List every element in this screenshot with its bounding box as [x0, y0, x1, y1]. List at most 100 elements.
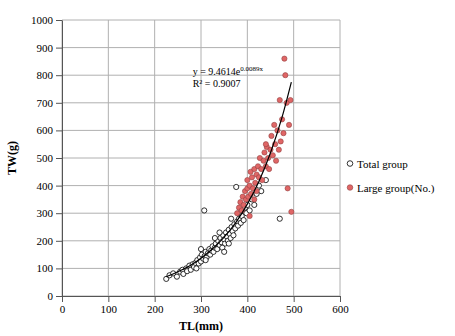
- trend-line: [166, 82, 291, 277]
- y-tick-mark: [56, 213, 62, 214]
- y-grid-line: [62, 20, 340, 21]
- point: [252, 202, 257, 207]
- point: [286, 122, 291, 127]
- chart: 0100200300400500600010020030040050060070…: [0, 0, 455, 336]
- marks: [164, 56, 294, 281]
- annotation: R² = 0.9007: [193, 78, 241, 89]
- y-axis: 01002003004005006007008009001000: [31, 14, 63, 302]
- point: [276, 147, 281, 152]
- annotation-superscript: 0.0089x: [240, 65, 263, 73]
- x-tick: 400: [240, 296, 257, 315]
- point: [212, 235, 217, 240]
- y-tick-label: 100: [37, 262, 54, 274]
- y-tick-label: 600: [37, 124, 54, 136]
- point: [234, 184, 239, 189]
- annotation-text: y = 9.4614e: [193, 66, 241, 77]
- point: [282, 56, 287, 61]
- y-tick-label: 400: [37, 180, 54, 192]
- point: [203, 258, 208, 263]
- point: [261, 158, 266, 163]
- x-tick: 100: [101, 296, 118, 315]
- point: [267, 166, 272, 171]
- point: [229, 216, 234, 221]
- x-axis-title: TL(mm): [179, 319, 223, 333]
- y-grid-line: [62, 102, 340, 103]
- y-tick: 1000: [31, 14, 62, 26]
- y-grid-line: [62, 47, 340, 48]
- y-tick-label: 800: [37, 69, 54, 81]
- x-tick-mark: [155, 296, 156, 302]
- point: [272, 122, 277, 127]
- legend-label: Total group: [357, 158, 408, 170]
- y-tick-label: 1000: [31, 14, 54, 26]
- point: [283, 73, 288, 78]
- point: [273, 158, 278, 163]
- point: [241, 218, 246, 223]
- x-tick-mark: [340, 296, 341, 302]
- y-tick-label: 500: [37, 152, 54, 164]
- x-tick-mark: [108, 296, 109, 302]
- point: [262, 150, 267, 155]
- x-tick-label: 300: [193, 303, 210, 315]
- y-grid-line: [62, 268, 340, 269]
- point: [252, 197, 257, 202]
- x-axis: 0100200300400500600: [60, 296, 350, 315]
- y-tick: 600: [37, 124, 63, 136]
- x-tick-label: 600: [332, 303, 349, 315]
- point: [270, 153, 275, 158]
- y-tick-label: 900: [37, 42, 54, 54]
- point: [202, 208, 207, 213]
- y-axis-title: TW(g): [5, 141, 19, 175]
- y-tick: 400: [37, 180, 63, 192]
- legend-marker: [347, 161, 353, 167]
- y-tick: 0: [48, 290, 63, 302]
- x-tick-mark: [247, 296, 248, 302]
- x-tick-mark: [294, 296, 295, 302]
- x-tick-label: 400: [240, 303, 257, 315]
- y-tick-mark: [56, 186, 62, 187]
- point: [247, 208, 252, 213]
- point: [226, 241, 231, 246]
- y-tick: 700: [37, 97, 63, 109]
- y-tick: 500: [37, 152, 63, 164]
- y-tick-label: 0: [48, 290, 54, 302]
- point: [235, 211, 240, 216]
- y-tick-mark: [56, 20, 62, 21]
- y-grid-line: [62, 185, 340, 186]
- y-grid-line: [62, 158, 340, 159]
- y-tick-mark: [56, 296, 62, 297]
- y-tick: 800: [37, 69, 63, 81]
- y-grid-line: [62, 213, 340, 214]
- point: [247, 213, 252, 218]
- x-tick-mark: [62, 296, 63, 302]
- series: [235, 56, 294, 219]
- point: [277, 97, 282, 102]
- point: [249, 175, 254, 180]
- y-tick: 200: [37, 235, 63, 247]
- point: [281, 131, 286, 136]
- y-tick-label: 700: [37, 97, 54, 109]
- x-tick-mark: [201, 296, 202, 302]
- x-tick: 600: [332, 296, 349, 315]
- x-tick-label: 500: [286, 303, 303, 315]
- point: [231, 233, 236, 238]
- x-tick: 300: [193, 296, 210, 315]
- y-tick-mark: [56, 103, 62, 104]
- point: [278, 139, 283, 144]
- legend-marker: [347, 185, 353, 191]
- annotation: y = 9.4614e0.0089x: [193, 65, 264, 77]
- y-grid-line: [62, 240, 340, 241]
- y-tick-mark: [56, 241, 62, 242]
- series: [164, 177, 283, 281]
- x-tick: 500: [286, 296, 303, 315]
- point: [269, 133, 274, 138]
- y-tick-mark: [56, 158, 62, 159]
- annotation-text: R² = 0.9007: [193, 78, 241, 89]
- point: [217, 230, 222, 235]
- y-tick: 900: [37, 42, 63, 54]
- y-grid-line: [62, 130, 340, 131]
- y-tick-mark: [56, 75, 62, 76]
- point: [289, 209, 294, 214]
- point: [174, 274, 179, 279]
- y-tick-mark: [56, 130, 62, 131]
